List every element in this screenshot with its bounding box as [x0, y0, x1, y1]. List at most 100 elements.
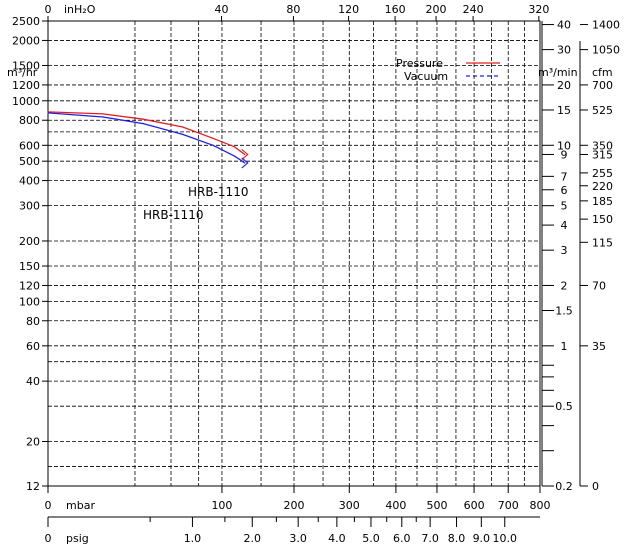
x-bottom2-tick-label: 6.0	[393, 532, 411, 545]
x-bottom2-tick-label: 5.0	[362, 532, 380, 545]
y-right1-tick-label: 1	[561, 340, 568, 353]
y-left-tick-label: 300	[19, 200, 40, 213]
y-left-tick-label: 500	[19, 155, 40, 168]
y-right2-tick-label: 255	[592, 167, 613, 180]
x-top-tick-label: 160	[385, 3, 406, 16]
y-right1-tick-label: 30	[557, 44, 571, 57]
series-point-pressure	[233, 146, 236, 148]
x-axis-bottom-psig: 0 1.0 2.0 3.0 4.0 5.0 6.0 7.0 8.0 9.0 10.0	[45, 516, 540, 545]
y-right2-tick-label: 700	[592, 79, 613, 92]
x-bottom2-tick-label: 4.0	[328, 532, 346, 545]
y-right2-unit: cfm	[592, 66, 613, 79]
series-point-vacuum	[244, 162, 246, 164]
y-right1-tick-label: 6	[561, 184, 568, 197]
y-right2-tick-label: 1400	[592, 19, 620, 32]
y-left-tick-label: 200	[19, 235, 40, 248]
series-point-vacuum	[233, 155, 236, 157]
y-right1-tick-label: 2	[561, 279, 568, 292]
y-left-tick-label: 100	[19, 295, 40, 308]
y-right2-tick-label: 70	[592, 279, 606, 292]
x-axis-bottom-mbar: 0 100 200 300 400 500 600 700 800	[45, 486, 551, 512]
chart-grid	[48, 20, 540, 487]
y-right1-tick-label: 10	[557, 139, 571, 152]
y-right2-tick-label: 525	[592, 104, 613, 117]
x-bottom2-tick-label: 3.0	[289, 532, 307, 545]
x-top-tick-label: 320	[528, 3, 549, 16]
y-right2-tick-label: 350	[592, 139, 613, 152]
x-bottom-tick-label: 300	[339, 499, 360, 512]
y-left-tick-label: 600	[19, 139, 40, 152]
x-bottom2-tick-label: 0	[45, 532, 52, 545]
x-top-tick-label: 80	[286, 3, 300, 16]
series-point-pressure	[102, 113, 104, 115]
series-point-vacuum	[102, 116, 104, 118]
y-left-tick-label: 800	[19, 114, 40, 127]
x-bottom-tick-label: 200	[284, 499, 305, 512]
x-bottom2-tick-label: 1.0	[184, 532, 202, 545]
y-right1-tick-label: 7	[561, 170, 568, 183]
x-top-tick-label: 240	[463, 3, 484, 16]
x-bottom-tick-label: 500	[426, 499, 447, 512]
y-right2-tick-label: 115	[592, 236, 613, 249]
y-right1-tick-label: 1.5	[555, 305, 573, 318]
y-right1-tick-label: 40	[557, 19, 571, 32]
y-left-tick-label: 20	[26, 436, 40, 449]
y-left-tick-label: 80	[26, 315, 40, 328]
y-right2-tick-label: 1050	[592, 44, 620, 57]
series-point-vacuum	[182, 133, 184, 135]
x-top-unit: inH₂O	[64, 3, 96, 16]
curve-label-pressure: HRB-1110	[188, 185, 248, 199]
y-left-tick-label: 120	[19, 279, 40, 292]
y-left-tick-label: 2500	[12, 15, 40, 28]
y-right1-tick-label: 9	[561, 148, 568, 161]
x-bottom2-tick-label: 2.0	[244, 532, 262, 545]
y-left-tick-label: 60	[26, 340, 40, 353]
x-axis-top-inh2o: 0 40 80 120 160 200 240 320	[45, 3, 549, 21]
series-point-vacuum	[212, 144, 214, 146]
series-point-pressure	[212, 137, 214, 139]
x-bottom-tick-label: 700	[498, 499, 519, 512]
series-end-marker-vacuum	[241, 157, 249, 169]
y-right1-tick-label: 4	[561, 219, 568, 232]
y-right1-tick-label: 0.2	[555, 480, 573, 493]
legend-label-pressure: Pressure	[396, 57, 443, 70]
x-bottom2-tick-label: 8.0	[448, 532, 466, 545]
y-right2-tick-label: 0	[592, 480, 599, 493]
y-right2-tick-label: 150	[592, 213, 613, 226]
series-end-marker-pressure	[241, 149, 249, 160]
x-bottom-unit: mbar	[66, 499, 95, 512]
y-left-tick-label: 400	[19, 175, 40, 188]
y-right1-tick-label: 3	[561, 244, 568, 257]
x-top-tick-label: 200	[426, 3, 447, 16]
y-left-tick-label: 150	[19, 260, 40, 273]
series-layer	[47, 111, 249, 169]
series-line-pressure	[47, 111, 246, 156]
x-bottom2-tick-label: 7.0	[421, 532, 439, 545]
x-top-tick-label: 40	[215, 3, 229, 16]
series-point-pressure	[142, 118, 144, 120]
x-bottom2-tick-label: 10.0	[493, 532, 518, 545]
y-left-unit: m³/hr	[7, 66, 38, 79]
series-point-pressure	[182, 126, 184, 128]
x-top-tick-label: 120	[338, 3, 359, 16]
y-right2-tick-label: 35	[592, 340, 606, 353]
y-axis-right-m3min: 40 30 20 15 109 76 5 4 3 2 1.5 1 0.5 0.2	[541, 19, 573, 493]
y-left-tick-label: 1200	[12, 79, 40, 92]
y-left-tick-label: 12	[26, 480, 40, 493]
x-bottom-tick-label: 400	[385, 499, 406, 512]
x-bottom-tick-label: 800	[530, 499, 551, 512]
series-point-vacuum	[142, 122, 144, 125]
series-point-pressure	[47, 111, 49, 113]
y-right1-unit: m³/min	[538, 66, 578, 79]
y-right2-tick-label: 185	[592, 195, 613, 208]
y-right2-tick-label: 315	[592, 148, 613, 161]
series-point-pressure	[244, 153, 246, 156]
legend: Pressure Vacuum	[396, 57, 500, 83]
legend-label-vacuum: Vacuum	[404, 70, 448, 83]
x-bottom-tick-label: 0	[45, 499, 52, 512]
series-point-vacuum	[47, 112, 49, 114]
y-right1-tick-label: 5	[561, 200, 568, 213]
x-bottom-tick-label: 600	[464, 499, 485, 512]
